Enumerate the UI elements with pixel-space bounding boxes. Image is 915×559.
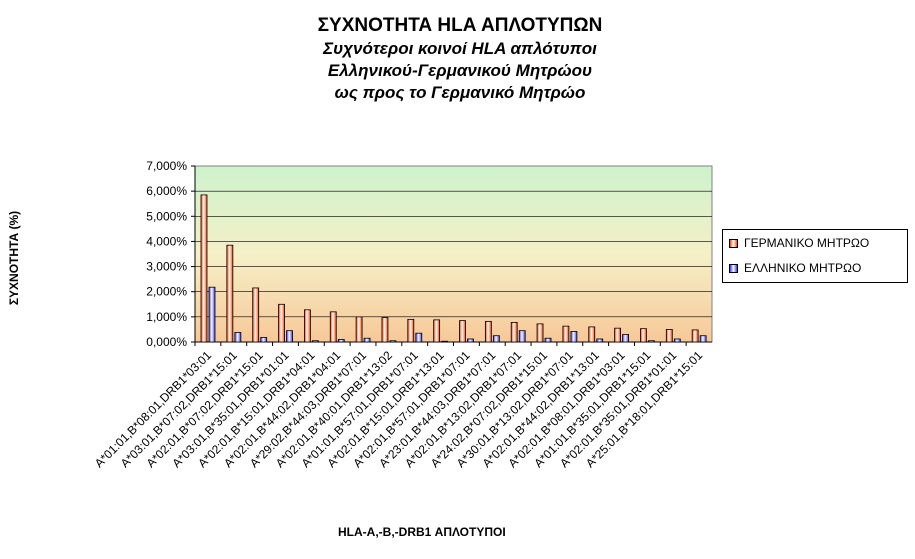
bar-german: [200, 194, 208, 343]
bar-greek: [570, 331, 578, 343]
y-tick-label: 6,000%: [146, 184, 187, 198]
bar-greek: [260, 337, 268, 343]
bar-greek: [234, 332, 242, 343]
legend-label-german: ΓΕΡΜΑΝΙΚΟ ΜΗΤΡΩΟ: [744, 236, 870, 250]
chart-subtitle-line-3: ως προς το Γερμανικό Μητρώο: [334, 83, 586, 102]
bar-greek: [467, 338, 474, 343]
bar-greek: [622, 334, 629, 343]
chart-subtitle-line-2: Ελληνικού-Γερμανικού Μητρώου: [327, 61, 593, 80]
legend-item-german: ΓΕΡΜΑΝΙΚΟ ΜΗΤΡΩΟ: [729, 236, 869, 250]
bar-german: [355, 316, 363, 343]
chart-title: ΣΥΧΝΟΤΗΤΑ HLA ΑΠΛΟΤΥΠΩΝ: [317, 15, 603, 36]
y-tick-label: 2,000%: [146, 285, 187, 299]
chart-legend: ΓΕΡΜΑΝΙΚΟ ΜΗΤΡΩΟ ΕΛΛΗΝΙΚΟ ΜΗΤΡΩΟ: [722, 229, 908, 283]
bar-greek: [311, 340, 319, 343]
bar-german: [614, 327, 621, 343]
bar-german: [665, 329, 673, 343]
bar-greek: [544, 337, 552, 343]
y-tick-label: 3,000%: [146, 260, 187, 274]
bar-german: [484, 320, 492, 343]
bar-greek: [441, 340, 449, 343]
bar-greek: [337, 339, 345, 343]
bar-greek: [363, 337, 371, 343]
y-tick-label: 0,000%: [146, 335, 187, 349]
chart-title-block: ΣΥΧΝΟΤΗΤΑ HLA ΑΠΛΟΤΥΠΩΝ Συχνότεροι κοινο…: [250, 14, 670, 104]
bar-german: [226, 244, 234, 343]
bar-greek: [208, 286, 216, 343]
bar-german: [407, 318, 415, 343]
bar-greek: [286, 330, 293, 343]
bar-greek: [492, 335, 500, 343]
legend-item-greek: ΕΛΛΗΝΙΚΟ ΜΗΤΡΩΟ: [729, 261, 861, 275]
bar-german: [278, 303, 285, 343]
x-axis-label: HLA-A,-B,-DRB1 ΑΠΛΟΤΥΠΟΙ: [338, 525, 506, 539]
legend-label-greek: ΕΛΛΗΝΙΚΟ ΜΗΤΡΩΟ: [744, 261, 862, 275]
bar-german: [329, 311, 337, 343]
y-tick-label: 7,000%: [146, 159, 187, 173]
bar-german: [433, 319, 441, 343]
y-tick-label: 5,000%: [146, 209, 187, 223]
legend-swatch-german: [729, 238, 738, 248]
bar-greek: [596, 338, 604, 343]
bar-german: [691, 329, 699, 343]
bar-german: [536, 323, 544, 343]
plot-area: [194, 165, 713, 343]
bar-greek: [518, 330, 526, 343]
bar-greek: [699, 335, 707, 343]
y-axis-label: ΣΥΧΝΟΤΗΤΑ (%): [7, 210, 21, 306]
bar-greek: [389, 340, 397, 343]
bar-greek: [415, 332, 423, 343]
bar-german: [588, 326, 596, 343]
legend-swatch-greek: [729, 263, 738, 273]
bar-german: [510, 321, 518, 343]
bar-german: [303, 309, 311, 343]
bar-german: [252, 287, 260, 343]
chart-subtitle-line-1: Συχνότεροι κοινοί HLA απλότυποι: [323, 39, 597, 58]
y-tick-label: 4,000%: [146, 234, 187, 248]
bar-greek: [648, 340, 655, 343]
bar-greek: [673, 338, 681, 343]
y-tick-label: 1,000%: [146, 310, 187, 324]
bar-german: [640, 328, 647, 343]
bar-german: [459, 320, 466, 343]
bar-german: [381, 317, 389, 343]
bar-german: [562, 325, 570, 343]
